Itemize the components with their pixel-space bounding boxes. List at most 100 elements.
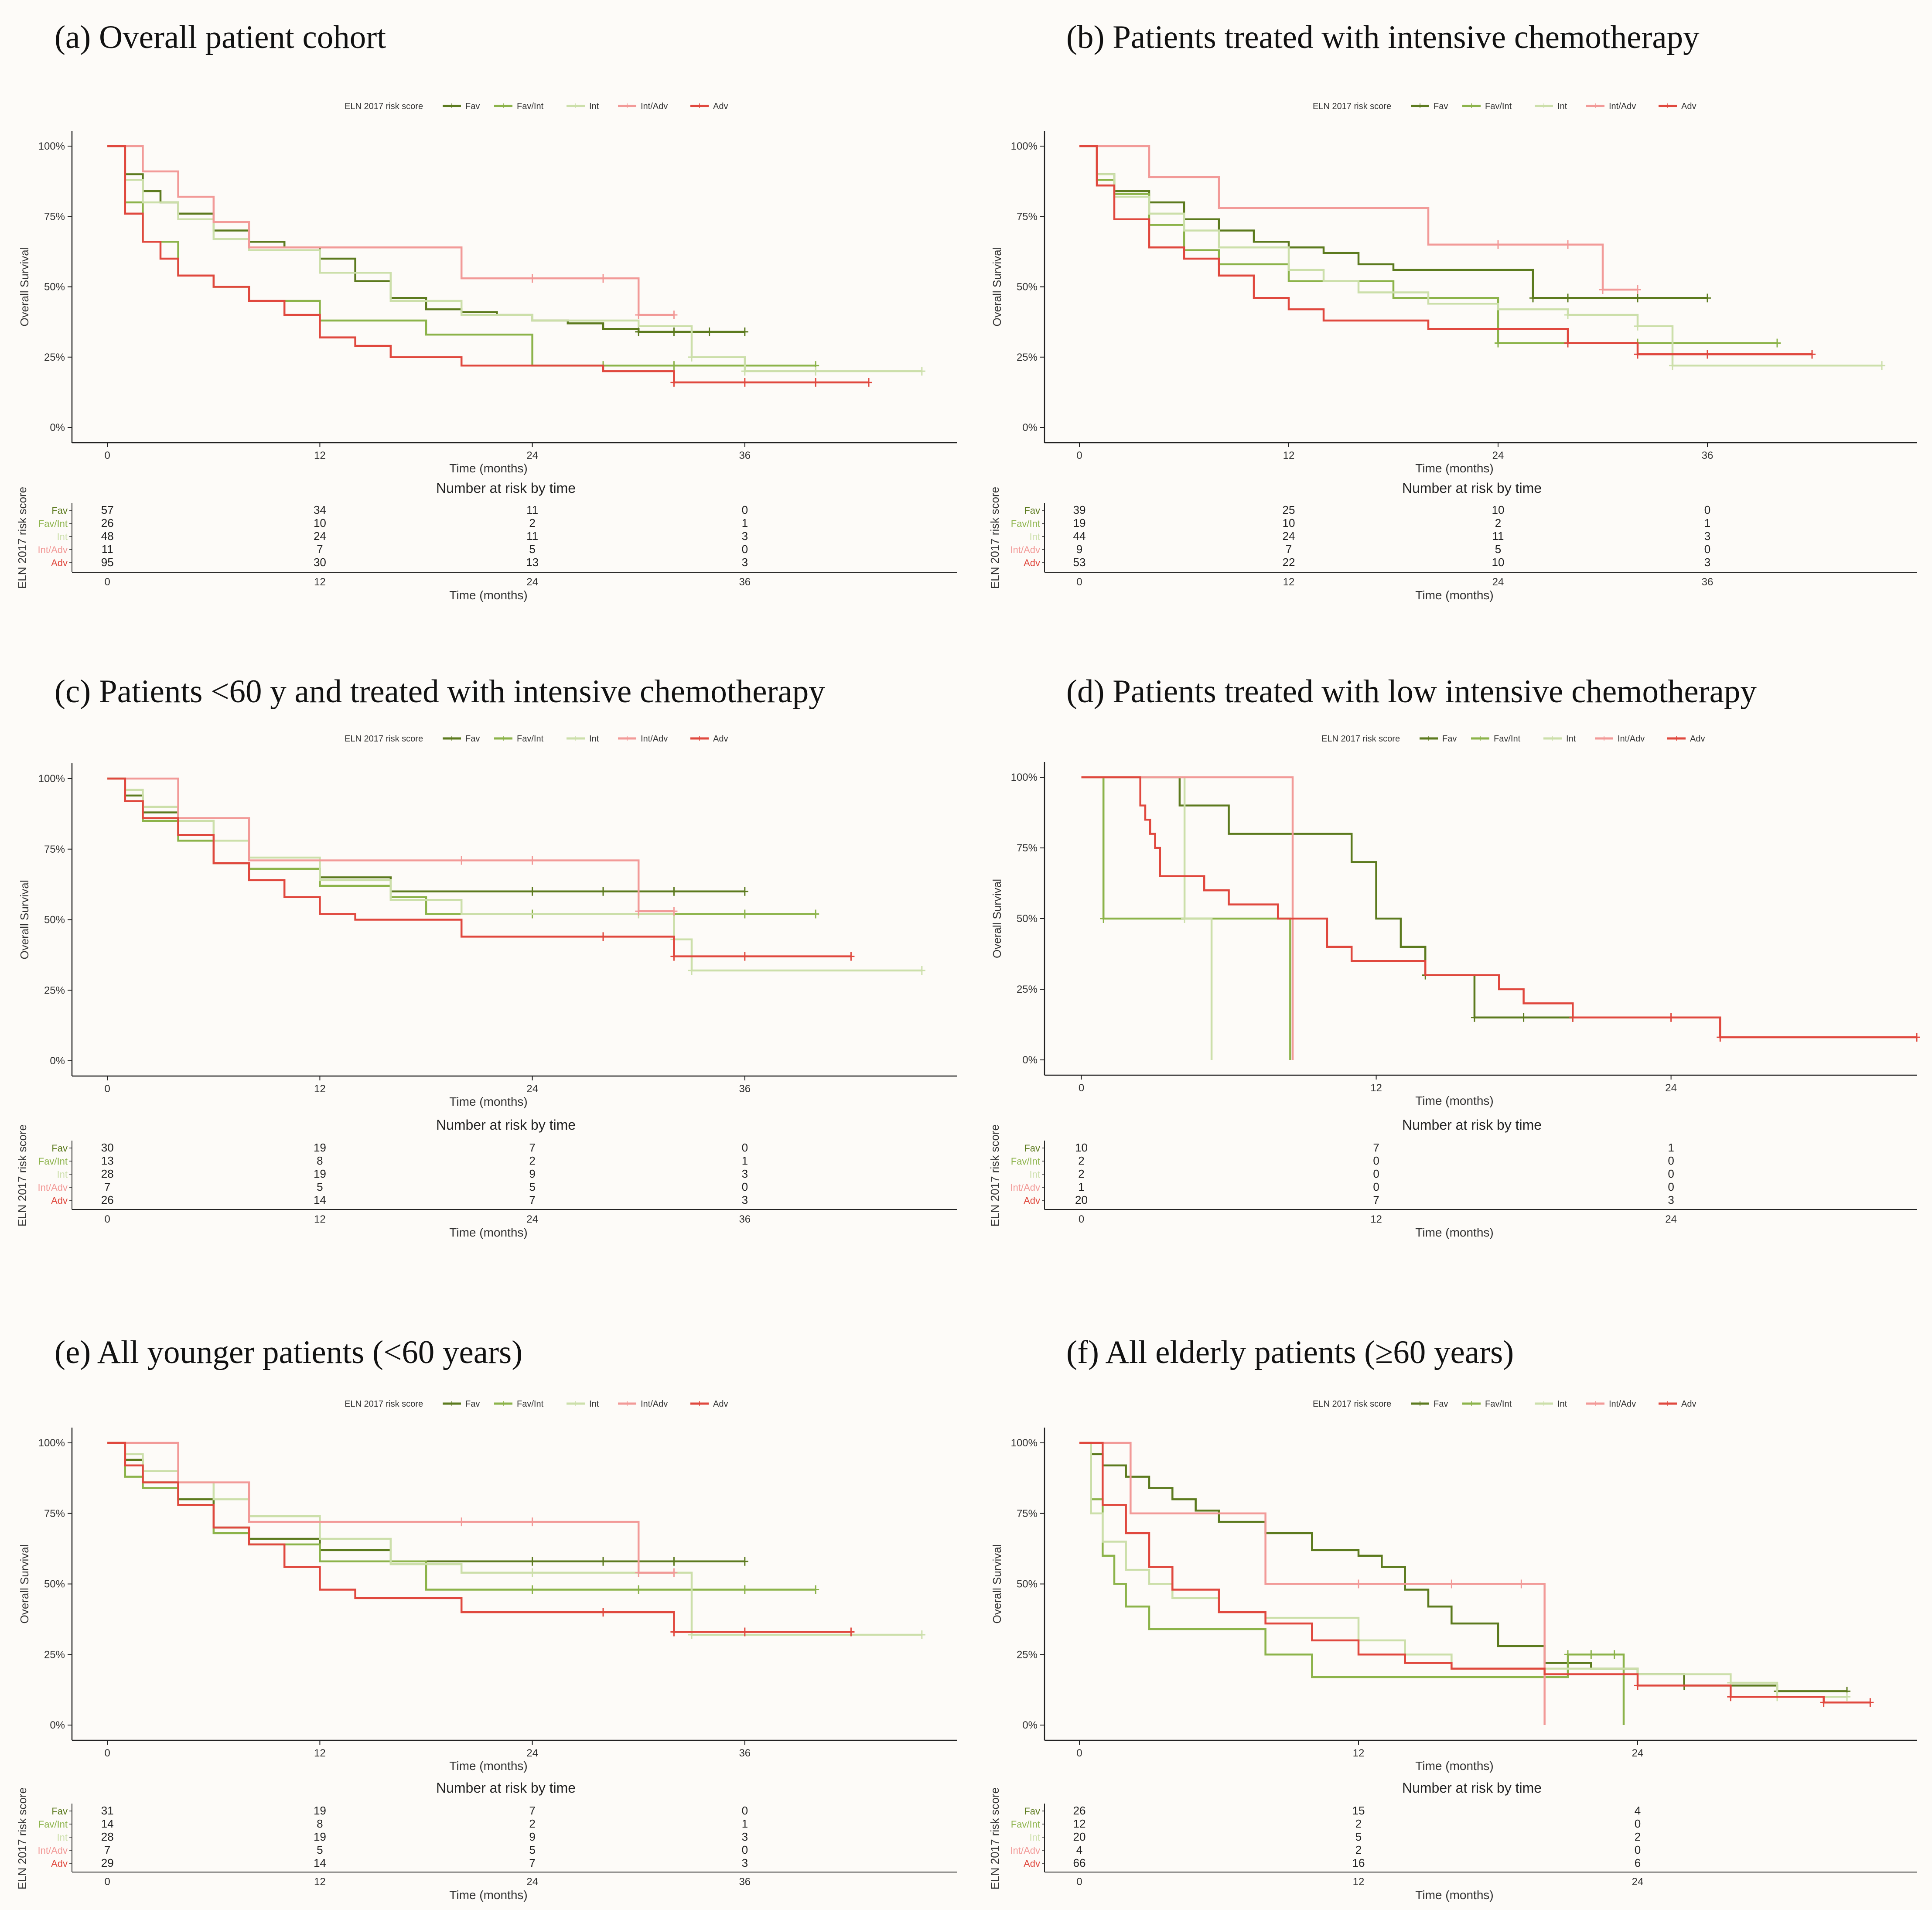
censor-mark	[1634, 294, 1641, 303]
censor-mark	[918, 1630, 925, 1639]
risk-row-label: Fav/Int	[1011, 1156, 1040, 1167]
censor-mark	[670, 378, 678, 387]
risk-count: 4	[1635, 1804, 1641, 1817]
risk-count: 29	[101, 1856, 114, 1869]
y-axis-label: Overall Survival	[18, 1544, 31, 1623]
risk-y-label: ELN 2017 risk score	[988, 487, 1001, 589]
km-curve-int-adv	[1081, 776, 1294, 1060]
panel-title: (f) All elderly patients (≥60 years)	[1066, 1334, 1514, 1370]
censor-mark	[1634, 350, 1641, 359]
legend-title: ELN 2017 risk score	[1313, 102, 1391, 111]
censor-mark	[600, 274, 607, 283]
censor-mark	[1495, 240, 1502, 249]
risk-count: 3	[1668, 1193, 1674, 1206]
risk-count: 95	[101, 556, 114, 569]
censor-mark	[1843, 1692, 1850, 1702]
risk-count: 9	[529, 1830, 535, 1843]
legend-label: Fav/Int	[1485, 1399, 1512, 1409]
censor-mark	[812, 367, 819, 376]
risk-count: 5	[529, 543, 535, 556]
legend-label: Fav	[1442, 734, 1457, 744]
censor-mark	[670, 1568, 678, 1577]
legend-marker: +	[1593, 1398, 1598, 1409]
legend-marker: +	[697, 733, 703, 744]
risk-count: 5	[317, 1180, 323, 1193]
risk-count: 0	[742, 1180, 748, 1193]
risk-count: 12	[1073, 1817, 1086, 1830]
risk-row-label: Int	[1030, 1832, 1040, 1843]
risk-count: 0	[1704, 503, 1710, 516]
risk-count: 7	[104, 1843, 110, 1856]
risk-count: 24	[1283, 530, 1295, 543]
risk-row-label: Adv	[1024, 1195, 1040, 1206]
y-tick-label: 50%	[44, 914, 65, 926]
panel-b: (b) Patients treated with intensive chem…	[988, 19, 1917, 602]
risk-row-label: Fav/Int	[1011, 1819, 1040, 1830]
censor-mark	[529, 1585, 536, 1594]
censor-mark	[670, 952, 678, 961]
legend-label: Fav/Int	[1485, 102, 1512, 111]
y-tick-label: 100%	[38, 140, 65, 152]
risk-count: 34	[314, 503, 326, 516]
risk-count: 2	[1495, 516, 1501, 530]
risk-row-label: Fav	[1024, 1806, 1040, 1817]
risk-count: 66	[1073, 1856, 1086, 1869]
legend-marker: +	[625, 100, 630, 111]
km-curve-adv	[1081, 776, 1917, 1039]
y-tick-label: 75%	[1017, 842, 1038, 854]
censor-mark	[812, 378, 819, 387]
risk-x-tick-label: 24	[1665, 1213, 1677, 1225]
risk-count: 8	[317, 1154, 323, 1167]
risk-count: 7	[529, 1804, 535, 1817]
censor-mark	[741, 327, 748, 336]
legend-label: Int	[1566, 734, 1576, 744]
risk-count: 10	[1283, 516, 1295, 530]
risk-table-title: Number at risk by time	[436, 480, 576, 496]
risk-count: 0	[1373, 1167, 1379, 1180]
y-tick-label: 0%	[50, 422, 65, 434]
risk-count: 0	[1668, 1167, 1674, 1180]
x-axis-label: Time (months)	[449, 461, 527, 475]
km-curve-adv	[107, 145, 869, 384]
risk-count: 0	[1668, 1154, 1674, 1167]
x-tick-label: 0	[1076, 450, 1082, 461]
km-curve-adv	[1079, 145, 1812, 355]
risk-x-tick-label: 36	[739, 576, 751, 588]
x-tick-label: 0	[105, 1747, 110, 1759]
legend-marker: +	[501, 733, 506, 744]
legend-marker: +	[1550, 733, 1556, 744]
risk-count: 24	[314, 530, 326, 543]
y-tick-label: 75%	[44, 844, 65, 855]
risk-x-tick-label: 36	[739, 1213, 751, 1225]
legend-label: Adv	[713, 734, 728, 744]
legend-label: Int/Adv	[641, 102, 668, 111]
x-axis-label: Time (months)	[1415, 1094, 1493, 1107]
x-axis-label: Time (months)	[449, 1095, 527, 1108]
x-tick-label: 36	[739, 450, 751, 461]
risk-count: 19	[314, 1804, 326, 1817]
legend-label: Fav	[1434, 1399, 1448, 1409]
censor-mark	[1569, 1013, 1577, 1022]
km-curve-int-adv	[1079, 145, 1638, 291]
censor-mark	[458, 856, 465, 865]
x-axis-label: Time (months)	[1415, 461, 1493, 475]
risk-count: 0	[1704, 543, 1710, 556]
risk-row-label: Int	[1030, 531, 1040, 542]
risk-x-axis-label: Time (months)	[1415, 1888, 1493, 1902]
censor-mark	[1704, 350, 1711, 359]
legend-label: Fav	[465, 734, 480, 744]
risk-count: 2	[529, 1817, 535, 1830]
y-tick-label: 100%	[38, 773, 65, 785]
legend-title: ELN 2017 risk score	[345, 734, 423, 744]
km-curve-adv	[107, 777, 851, 957]
censor-mark	[670, 887, 678, 896]
risk-count: 4	[1076, 1843, 1082, 1856]
risk-count: 2	[1635, 1830, 1641, 1843]
risk-count: 8	[317, 1817, 323, 1830]
censor-mark	[1564, 1650, 1571, 1659]
x-tick-label: 0	[105, 450, 110, 461]
x-tick-label: 24	[1665, 1082, 1677, 1094]
risk-count: 5	[529, 1180, 535, 1193]
legend-marker: +	[1469, 100, 1475, 111]
x-tick-label: 12	[1353, 1747, 1365, 1759]
